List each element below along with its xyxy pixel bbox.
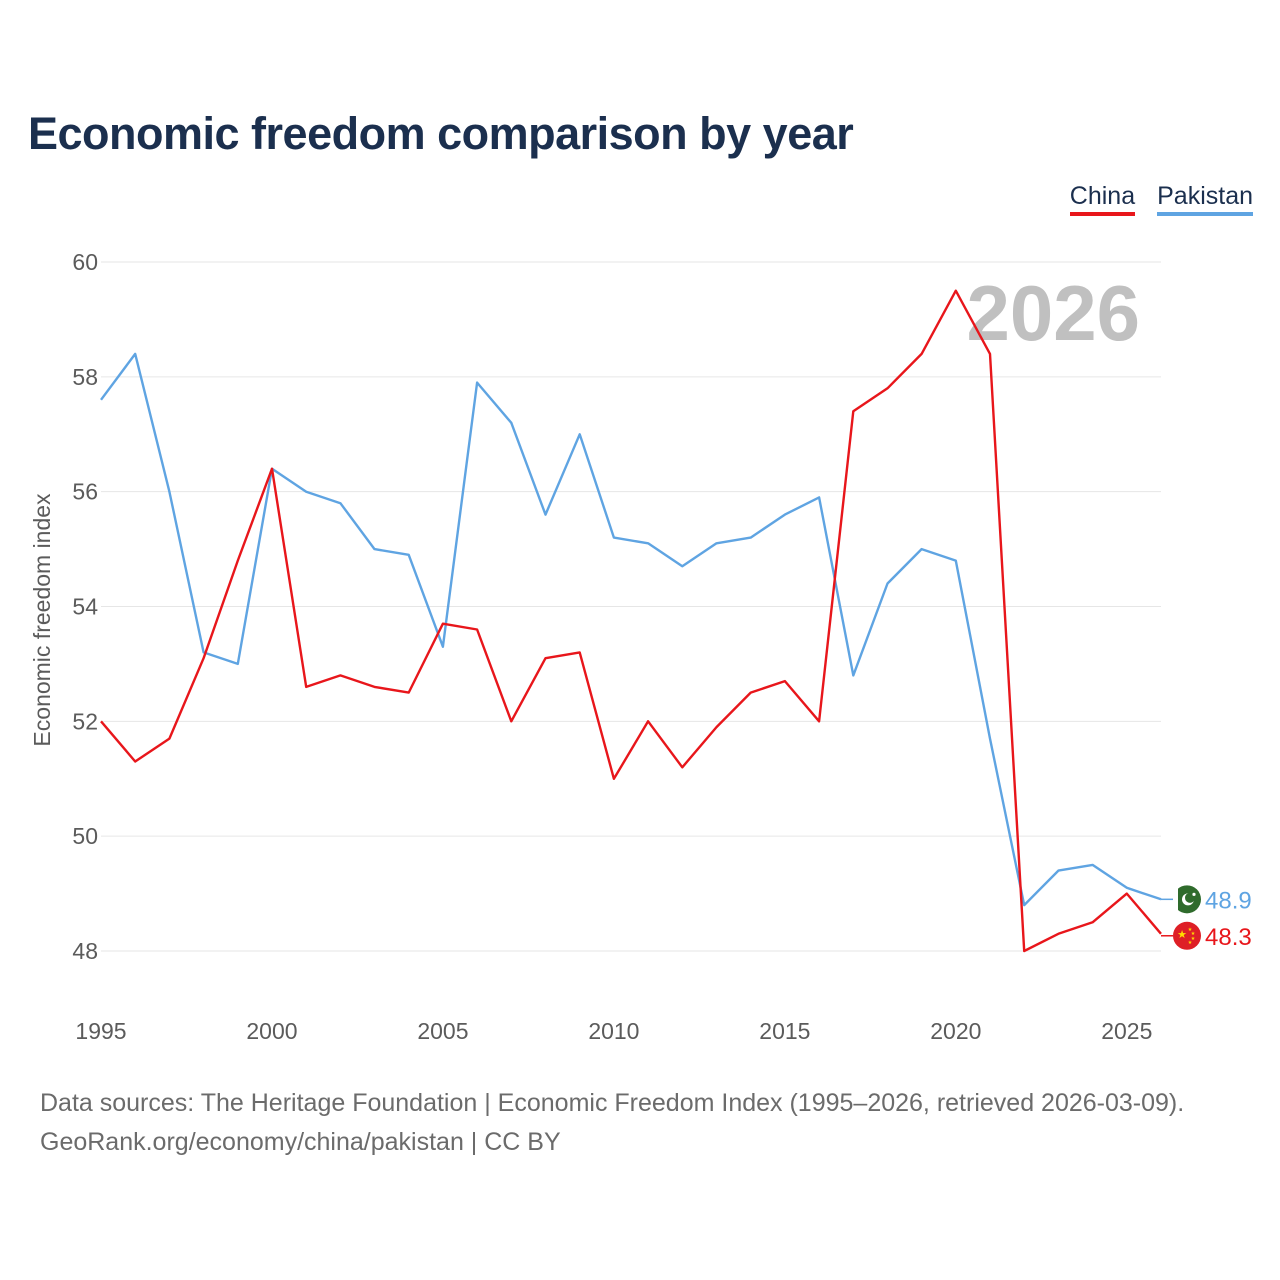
x-tick-label-2020: 2020	[930, 1018, 981, 1044]
series-end-markers: 48.9★ ★★★★ 48.3	[1161, 885, 1252, 951]
series-line-pakistan	[100, 352, 1162, 907]
x-tick-label-2010: 2010	[588, 1018, 639, 1044]
x-tick-label-1995: 1995	[75, 1018, 126, 1044]
pakistan-flag-icon	[1173, 885, 1201, 914]
footer-sources: Data sources: The Heritage Foundation | …	[40, 1089, 1185, 1117]
y-tick-label-52: 52	[72, 708, 98, 734]
footer-attribution: GeoRank.org/economy/china/pakistan | CC …	[40, 1128, 561, 1156]
y-axis-label: Economic freedom index	[29, 493, 55, 747]
svg-text:★: ★	[1188, 927, 1193, 933]
x-tick-label-2000: 2000	[246, 1018, 297, 1044]
legend-item-pakistan[interactable]: Pakistan	[1157, 182, 1253, 216]
svg-text:★: ★	[1177, 928, 1187, 941]
x-tick-label-2005: 2005	[417, 1018, 468, 1044]
svg-text:★: ★	[1191, 931, 1196, 937]
y-tick-label-60: 60	[72, 249, 98, 275]
y-tick-label-50: 50	[72, 823, 98, 849]
y-axis-ticks: 48 50 52 54 56 58 60	[72, 249, 98, 964]
x-tick-label-2015: 2015	[759, 1018, 810, 1044]
y-tick-label-58: 58	[72, 364, 98, 390]
year-watermark: 2026	[966, 269, 1140, 357]
footer: Data sources: The Heritage Foundation | …	[40, 1084, 1184, 1162]
y-tick-label-48: 48	[72, 938, 98, 964]
x-axis-ticks: 1995 2000 2005 2010 2015 2020 2025	[75, 1018, 1152, 1044]
china-end-value: 48.3	[1205, 924, 1252, 951]
y-tick-label-56: 56	[72, 479, 98, 505]
grid-lines	[101, 261, 1161, 952]
legend-item-china[interactable]: China	[1069, 182, 1136, 216]
svg-text:★: ★	[1191, 936, 1196, 942]
chart-title: Economic freedom comparison by year	[28, 108, 854, 159]
china-flag-icon: ★ ★★★★	[1173, 921, 1201, 950]
svg-text:★: ★	[1188, 940, 1193, 946]
x-tick-label-2025: 2025	[1101, 1018, 1152, 1044]
y-tick-label-54: 54	[72, 594, 98, 620]
legend: China Pakistan	[1069, 182, 1253, 216]
series-lines	[100, 289, 1162, 953]
series-line-china	[100, 289, 1162, 953]
pakistan-end-value: 48.9	[1205, 887, 1252, 914]
